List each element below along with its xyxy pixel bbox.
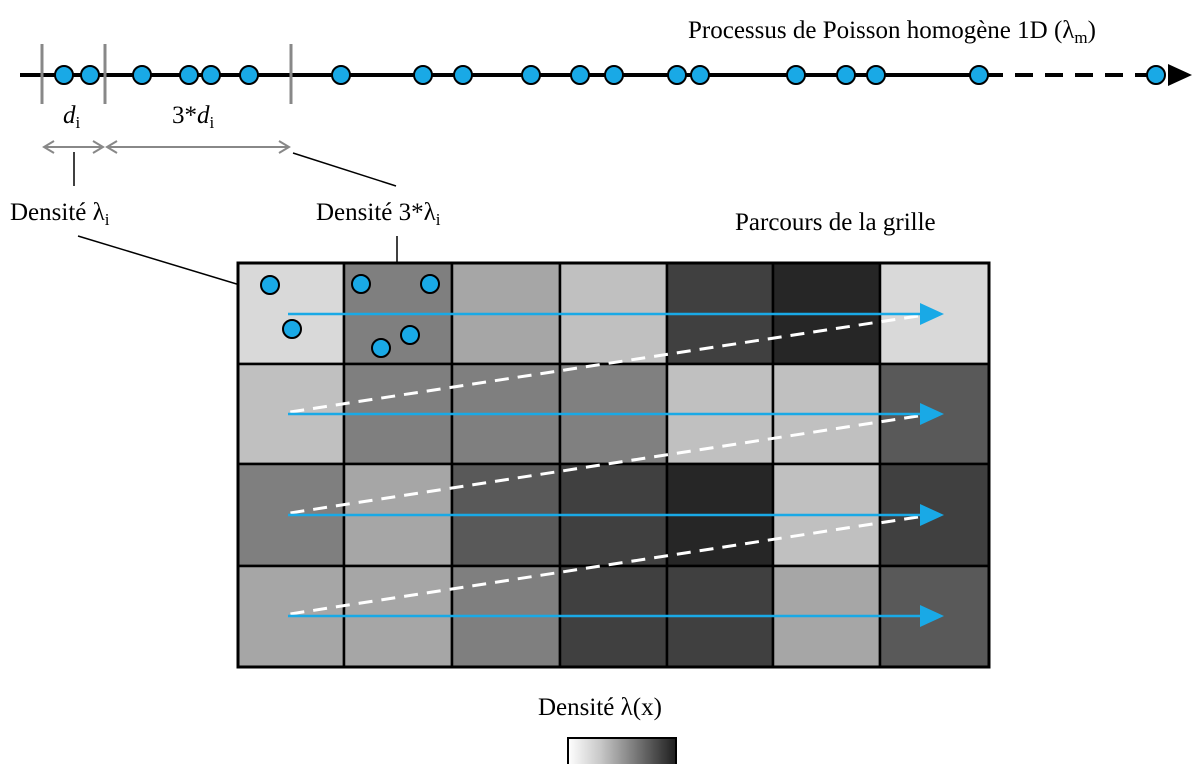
colorbar-title: Densité λ(x) xyxy=(538,694,662,721)
grid-point xyxy=(282,319,302,339)
line-arrowhead-icon xyxy=(1168,64,1192,86)
label-density-3-lambda-i: Densité 3*λi xyxy=(316,199,441,229)
poisson-point xyxy=(453,65,473,85)
poisson-point xyxy=(570,65,590,85)
label-density-lambda-i: Densité λi xyxy=(10,199,110,229)
label-3d-i: 3*di xyxy=(172,102,215,132)
grid-sample-points xyxy=(260,274,440,358)
grid-point xyxy=(351,274,371,294)
zigzag-return-line xyxy=(289,414,919,515)
poisson-point xyxy=(969,65,989,85)
zigzag-return-line xyxy=(289,515,919,616)
poisson-point xyxy=(604,65,624,85)
zigzag-return-line xyxy=(289,314,919,414)
poisson-point xyxy=(866,65,886,85)
poisson-point xyxy=(239,65,259,85)
grid-point xyxy=(260,275,280,295)
poisson-point xyxy=(1146,65,1166,85)
grid-traversal-title: Parcours de la grille xyxy=(735,209,936,236)
traversal-arrowhead-icon xyxy=(920,605,944,627)
interval-markers xyxy=(40,44,293,104)
poisson-point xyxy=(836,65,856,85)
traversal-arrowhead-icon xyxy=(920,303,944,325)
grid-border xyxy=(236,261,991,669)
grid-point xyxy=(371,338,391,358)
poisson-point xyxy=(786,65,806,85)
grid-point xyxy=(420,274,440,294)
interval-arrows xyxy=(42,140,291,154)
grid-point xyxy=(400,325,420,345)
poisson-point xyxy=(667,65,687,85)
poisson-point xyxy=(179,65,199,85)
chart-title: Processus de Poisson homogène 1D (λm) xyxy=(688,17,1096,47)
traversal-arrowhead-icon xyxy=(920,504,944,526)
poisson-point xyxy=(331,65,351,85)
traversal-arrowhead-icon xyxy=(920,403,944,425)
poisson-point xyxy=(80,65,100,85)
label-d-i: di xyxy=(63,102,81,132)
poisson-point xyxy=(54,65,74,85)
poisson-point xyxy=(521,65,541,85)
density-grid xyxy=(236,261,991,669)
poisson-points xyxy=(54,65,1166,85)
poisson-point xyxy=(132,65,152,85)
poisson-point xyxy=(690,65,710,85)
density-colorbar xyxy=(567,737,677,764)
poisson-point xyxy=(413,65,433,85)
poisson-point xyxy=(201,65,221,85)
grid-traversal xyxy=(288,303,944,627)
